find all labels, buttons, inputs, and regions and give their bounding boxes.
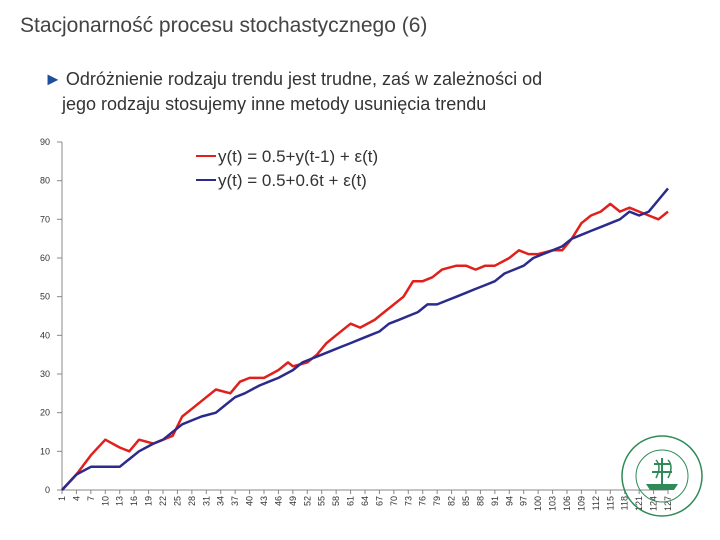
x-tick-label: 28: [187, 496, 197, 506]
x-tick-label: 82: [447, 496, 457, 506]
legend-label-2: y(t) = 0.5+0.6t + ε(t): [218, 171, 367, 190]
x-tick-label: 40: [245, 496, 255, 506]
x-tick-label: 19: [144, 496, 154, 506]
x-tick-label: 112: [591, 496, 601, 510]
x-tick-label: 7: [86, 496, 96, 501]
x-tick-label: 127: [663, 496, 673, 511]
x-tick-label: 97: [519, 496, 529, 506]
series-line-1: [61, 202, 669, 491]
x-tick-label: 58: [331, 496, 341, 506]
series-line-2: [61, 187, 669, 491]
x-tick-label: 124: [649, 496, 659, 511]
y-tick-label: 30: [40, 369, 50, 379]
x-tick-label: 37: [230, 496, 240, 506]
x-tick-label: 103: [548, 496, 558, 511]
page-title: Stacjonarność procesu stochastycznego (6…: [20, 14, 428, 37]
bullet-arrow-icon: ►: [44, 69, 62, 89]
x-tick-label: 88: [475, 496, 485, 506]
x-tick-label: 70: [389, 496, 399, 506]
x-tick-label: 67: [374, 496, 384, 506]
y-tick-label: 70: [40, 214, 50, 224]
y-tick-label: 0: [45, 485, 50, 495]
x-tick-label: 10: [100, 496, 110, 506]
university-seal-logo: [621, 435, 703, 517]
x-tick-label: 13: [115, 496, 125, 506]
x-tick-label: 118: [620, 496, 630, 510]
x-tick-label: 100: [533, 496, 543, 511]
x-tick-label: 4: [71, 496, 81, 501]
y-tick-label: 10: [40, 446, 50, 456]
x-tick-label: 43: [259, 496, 269, 506]
x-tick-label: 1: [57, 496, 67, 501]
y-tick-label: 80: [40, 176, 50, 186]
x-tick-label: 94: [504, 496, 514, 506]
x-tick-label: 31: [201, 496, 211, 506]
x-tick-label: 22: [158, 496, 168, 506]
x-tick-label: 25: [172, 496, 182, 506]
x-tick-label: 16: [129, 496, 139, 506]
x-tick-label: 64: [360, 496, 370, 506]
x-tick-label: 121: [634, 496, 644, 511]
x-tick-label: 52: [302, 496, 312, 506]
y-tick-label: 40: [40, 330, 50, 340]
x-tick-label: 85: [461, 496, 471, 506]
x-tick-label: 91: [490, 496, 500, 506]
y-tick-label: 50: [40, 292, 50, 302]
x-tick-label: 46: [273, 496, 283, 506]
x-tick-label: 55: [317, 496, 327, 506]
legend-label-1: y(t) = 0.5+y(t-1) + ε(t): [218, 147, 378, 166]
y-tick-label: 60: [40, 253, 50, 263]
y-tick-label: 20: [40, 408, 50, 418]
x-tick-label: 115: [605, 496, 615, 510]
bullet-line-1: Odróżnienie rodzaju trendu jest trudne, …: [65, 69, 543, 89]
x-tick-label: 109: [576, 496, 586, 511]
x-tick-label: 73: [403, 496, 413, 506]
x-tick-label: 61: [346, 496, 356, 506]
x-tick-label: 76: [418, 496, 428, 506]
x-tick-label: 34: [216, 496, 226, 506]
x-tick-label: 106: [562, 496, 572, 511]
bullet-text: ► Odróżnienie rodzaju trendu jest trudne,…: [44, 67, 664, 117]
x-tick-label: 49: [288, 496, 298, 506]
bullet-line-2: jego rodzaju stosujemy inne metody usuni…: [62, 94, 487, 114]
x-tick-label: 79: [432, 496, 442, 506]
y-tick-label: 90: [40, 137, 50, 147]
